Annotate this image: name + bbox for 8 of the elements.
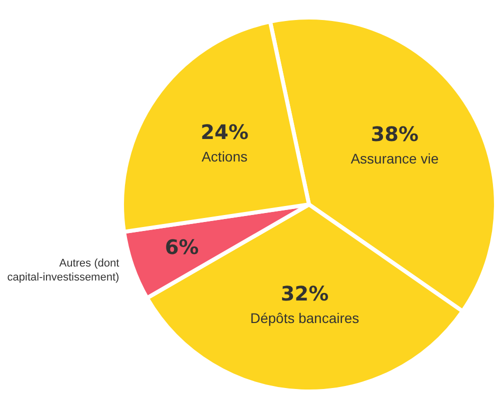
data-label: 24% xyxy=(200,120,248,144)
slice-label: Autres (dont capital-investissement) xyxy=(7,258,120,284)
data-label: 32% xyxy=(280,281,329,306)
slice-label: Dépôts bancaires xyxy=(250,310,360,326)
slice-label: Actions xyxy=(202,148,248,165)
data-label: 6% xyxy=(164,234,199,259)
slice-label: Assurance vie xyxy=(350,150,439,166)
data-label: 38% xyxy=(370,122,419,146)
